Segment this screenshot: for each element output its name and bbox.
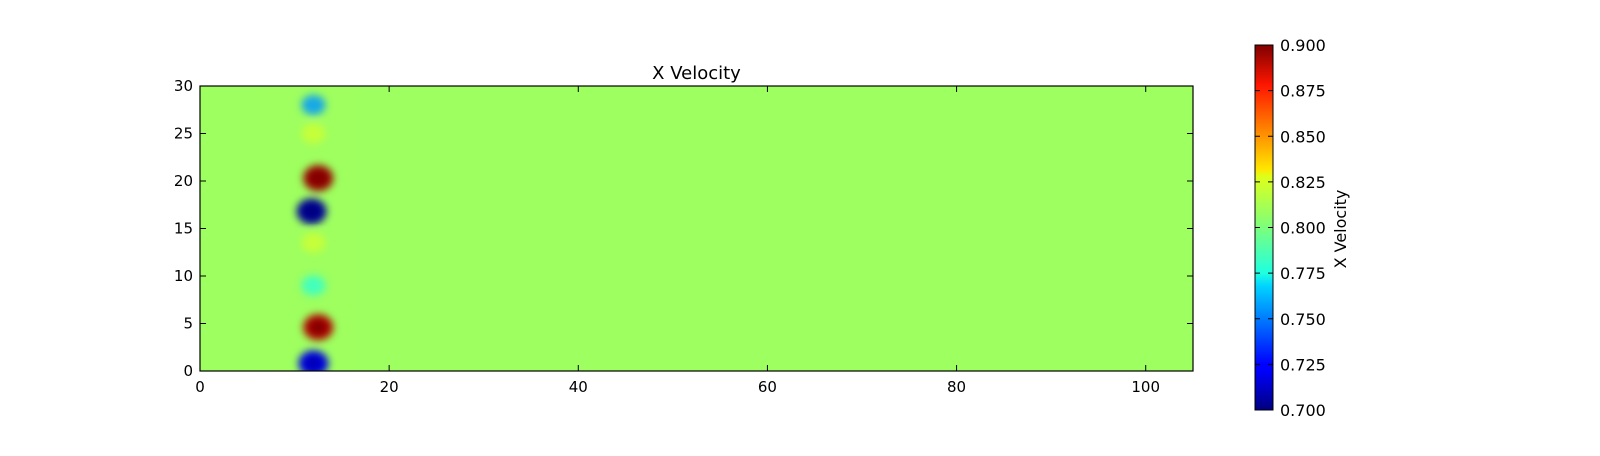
y-tick-label: 15 xyxy=(174,220,193,238)
colorbar-tick-label: 0.850 xyxy=(1280,127,1326,146)
x-axis: 0 20 40 60 80 100 xyxy=(195,86,1160,396)
velocity-feature-5 xyxy=(301,232,326,253)
x-tick-label: 80 xyxy=(947,378,966,396)
colorbar-tick-label: 0.775 xyxy=(1280,264,1326,283)
velocity-feature-6 xyxy=(301,275,326,296)
y-tick-label: 5 xyxy=(183,315,193,333)
velocity-feature-core-4 xyxy=(303,204,320,219)
x-tick-label: 60 xyxy=(758,378,777,396)
x-tick-label: 40 xyxy=(569,378,588,396)
colorbar-tick-label: 0.725 xyxy=(1280,355,1326,374)
colorbar-tick-label: 0.700 xyxy=(1280,401,1326,420)
y-tick-label: 0 xyxy=(183,362,193,380)
colorbar-label: X Velocity xyxy=(1331,190,1350,269)
y-tick-label: 25 xyxy=(174,125,193,143)
y-tick-label: 10 xyxy=(174,267,193,285)
colorbar-tick-label: 0.750 xyxy=(1280,310,1326,329)
velocity-features xyxy=(296,95,334,371)
colorbar-ticks: 0.700 0.725 0.750 0.775 0.800 0.825 0.850 0.875… xyxy=(1255,36,1326,420)
velocity-feature-core-3 xyxy=(309,171,327,186)
y-tick-label: 20 xyxy=(174,172,193,190)
x-tick-label: 20 xyxy=(380,378,399,396)
y-axis: 0 5 10 15 20 25 30 xyxy=(174,77,1193,380)
velocity-feature-core-7 xyxy=(309,320,327,335)
heatmap-area xyxy=(200,86,1193,371)
colorbar-tick-label: 0.875 xyxy=(1280,82,1326,101)
colorbar-tick-label: 0.825 xyxy=(1280,173,1326,192)
y-tick-label: 30 xyxy=(174,77,193,95)
colorbar: 0.700 0.725 0.750 0.775 0.800 0.825 0.850 0.875… xyxy=(1254,36,1350,420)
velocity-feature-2 xyxy=(301,123,326,144)
colorbar-tick-label: 0.900 xyxy=(1280,36,1326,55)
wake-region xyxy=(200,86,530,371)
x-tick-label: 100 xyxy=(1131,378,1160,396)
colorbar-tick-label: 0.800 xyxy=(1280,219,1326,238)
velocity-feature-1 xyxy=(301,95,326,115)
velocity-feature-core-8 xyxy=(305,356,322,371)
chart-title: X Velocity xyxy=(652,63,741,84)
x-tick-label: 0 xyxy=(195,378,205,396)
